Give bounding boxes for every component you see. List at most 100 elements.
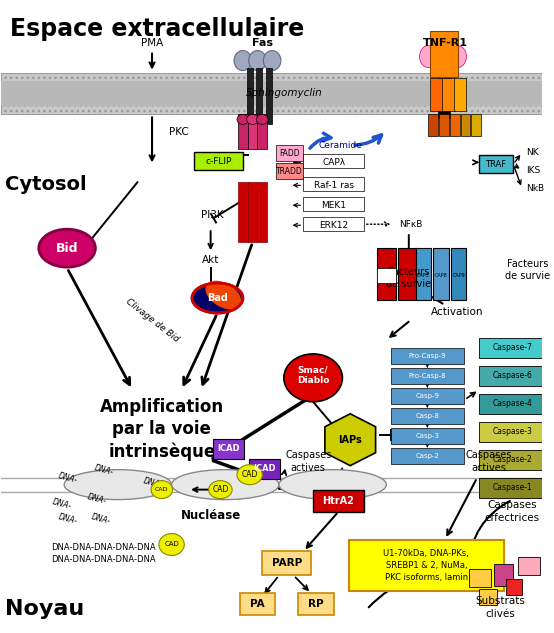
Text: PARP: PARP xyxy=(271,558,302,568)
Bar xyxy=(398,248,418,300)
Text: CAP8: CAP8 xyxy=(435,273,448,278)
Ellipse shape xyxy=(192,283,243,313)
Text: NK: NK xyxy=(526,148,538,157)
Ellipse shape xyxy=(151,480,172,499)
Text: Casp-3: Casp-3 xyxy=(416,433,439,439)
Bar xyxy=(266,68,272,125)
Bar xyxy=(1,73,542,115)
Text: RP: RP xyxy=(308,599,324,610)
Bar xyxy=(479,422,546,442)
Text: Caspase-7: Caspase-7 xyxy=(493,344,532,353)
Text: DNA-DNA-DNA-DNA-DNA: DNA-DNA-DNA-DNA-DNA xyxy=(52,555,156,564)
FancyBboxPatch shape xyxy=(249,459,280,479)
Text: CAD: CAD xyxy=(242,470,258,479)
Text: ICAD: ICAD xyxy=(253,464,276,473)
Bar xyxy=(469,570,491,587)
Bar xyxy=(391,368,464,384)
Bar xyxy=(506,579,522,596)
Bar xyxy=(377,268,396,283)
Ellipse shape xyxy=(263,51,281,70)
Text: Pro-Casp-8: Pro-Casp-8 xyxy=(408,373,446,379)
Bar xyxy=(439,115,449,136)
Text: DNA-: DNA- xyxy=(142,476,163,489)
Text: Casp-2: Casp-2 xyxy=(416,453,439,459)
Bar xyxy=(304,217,364,231)
Bar xyxy=(494,565,513,586)
Bar xyxy=(258,115,267,149)
Text: DNA-: DNA- xyxy=(57,471,79,484)
Text: c-FLIP: c-FLIP xyxy=(205,157,232,166)
Ellipse shape xyxy=(419,46,437,68)
Bar xyxy=(438,65,450,118)
Text: DNA-: DNA- xyxy=(90,513,112,527)
Bar xyxy=(479,449,546,470)
Bar xyxy=(451,248,466,300)
Text: Sphingomyclin: Sphingomyclin xyxy=(245,89,322,99)
Ellipse shape xyxy=(279,470,386,499)
Text: Smac/
Diablo: Smac/ Diablo xyxy=(297,365,329,385)
Bar xyxy=(454,77,466,111)
Bar xyxy=(258,182,267,242)
Text: PMA: PMA xyxy=(141,37,163,47)
Bar xyxy=(304,154,364,168)
Text: Casp-9: Casp-9 xyxy=(416,393,439,399)
Text: Casp-8: Casp-8 xyxy=(416,413,439,419)
Text: Substrats
clivés: Substrats clivés xyxy=(476,596,526,618)
Bar xyxy=(518,558,540,575)
Text: Caspase-2: Caspase-2 xyxy=(493,455,532,464)
Text: PKC: PKC xyxy=(168,127,188,137)
Text: CAP3: CAP3 xyxy=(417,273,430,278)
Text: U1-70kDa, DNA-PKs,
SREBP1 & 2, NuMa,
PKC isoforms, lamin: U1-70kDa, DNA-PKs, SREBP1 & 2, NuMa, PKC… xyxy=(383,549,469,582)
Text: Pro-Casp-9: Pro-Casp-9 xyxy=(408,353,446,359)
Text: ICAD: ICAD xyxy=(217,444,239,453)
Ellipse shape xyxy=(247,115,259,125)
Bar xyxy=(479,155,513,173)
Ellipse shape xyxy=(449,46,466,68)
Ellipse shape xyxy=(434,46,452,68)
Bar xyxy=(240,593,275,615)
Text: TNF-R1: TNF-R1 xyxy=(423,37,468,47)
Text: Ceramide: Ceramide xyxy=(319,141,363,150)
Text: NFκB: NFκB xyxy=(399,220,423,229)
Text: TRADD: TRADD xyxy=(276,167,303,176)
Text: DNA-: DNA- xyxy=(57,513,79,527)
Bar xyxy=(248,182,258,242)
Ellipse shape xyxy=(39,229,95,267)
Text: Espace extracellulaire: Espace extracellulaire xyxy=(11,16,305,41)
Text: Nucléase: Nucléase xyxy=(181,509,241,522)
Ellipse shape xyxy=(64,470,172,499)
Text: Caspase-6: Caspase-6 xyxy=(493,372,532,380)
Text: CAPλ: CAPλ xyxy=(322,158,345,167)
Ellipse shape xyxy=(206,280,241,310)
Text: Facteurs
de survie: Facteurs de survie xyxy=(505,259,551,281)
Bar xyxy=(377,248,396,300)
Ellipse shape xyxy=(249,51,266,70)
Text: Caspase-3: Caspase-3 xyxy=(493,427,532,436)
Text: Activation: Activation xyxy=(432,307,484,317)
Text: NkB: NkB xyxy=(526,184,544,193)
Text: MEK1: MEK1 xyxy=(321,201,346,210)
Bar xyxy=(479,366,546,386)
Text: DNA-: DNA- xyxy=(52,498,73,511)
Text: Raf-1 ras: Raf-1 ras xyxy=(314,181,353,190)
Text: PI3K: PI3K xyxy=(201,210,223,220)
Text: CAD: CAD xyxy=(212,485,229,494)
Bar xyxy=(276,146,304,161)
Ellipse shape xyxy=(237,465,263,485)
Text: PA: PA xyxy=(250,599,265,610)
Bar xyxy=(391,408,464,423)
Bar xyxy=(313,489,364,511)
Bar xyxy=(416,248,431,300)
Polygon shape xyxy=(325,414,376,466)
Bar xyxy=(299,593,334,615)
Ellipse shape xyxy=(172,470,279,499)
Bar xyxy=(430,30,458,77)
Ellipse shape xyxy=(234,51,252,70)
Bar xyxy=(1,73,542,115)
Text: DNA-: DNA- xyxy=(86,492,108,506)
Text: ERK12: ERK12 xyxy=(319,221,348,230)
Bar xyxy=(263,551,311,575)
Bar xyxy=(479,589,497,605)
Bar xyxy=(460,115,470,136)
Bar xyxy=(433,248,449,300)
